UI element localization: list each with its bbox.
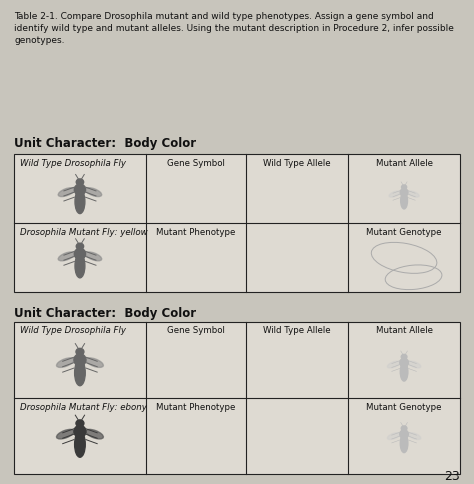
Text: Wild Type Allele: Wild Type Allele	[264, 159, 331, 168]
Ellipse shape	[400, 359, 409, 367]
Ellipse shape	[76, 348, 84, 355]
Text: Mutant Genotype: Mutant Genotype	[366, 228, 442, 237]
Text: Wild Type Drosophila Fly: Wild Type Drosophila Fly	[20, 326, 126, 335]
Text: Mutant Phenotype: Mutant Phenotype	[156, 402, 236, 411]
Ellipse shape	[56, 358, 74, 368]
Text: Gene Symbol: Gene Symbol	[167, 326, 225, 335]
Ellipse shape	[75, 255, 85, 278]
Text: Drosophila Mutant Fly: yellow: Drosophila Mutant Fly: yellow	[20, 228, 147, 237]
Ellipse shape	[400, 189, 408, 197]
Ellipse shape	[86, 358, 103, 368]
Ellipse shape	[401, 426, 407, 431]
Ellipse shape	[400, 434, 408, 453]
Ellipse shape	[58, 188, 74, 197]
Ellipse shape	[408, 192, 419, 198]
Ellipse shape	[74, 249, 85, 260]
Ellipse shape	[74, 184, 85, 196]
Ellipse shape	[387, 362, 400, 368]
Bar	[14, 155, 460, 293]
Ellipse shape	[408, 433, 421, 439]
Ellipse shape	[400, 363, 408, 381]
Ellipse shape	[76, 180, 83, 186]
Text: Mutant Phenotype: Mutant Phenotype	[156, 228, 236, 237]
Text: Wild Type Drosophila Fly: Wild Type Drosophila Fly	[20, 159, 126, 168]
Ellipse shape	[401, 355, 407, 360]
Ellipse shape	[401, 193, 408, 210]
Ellipse shape	[56, 429, 74, 439]
Text: 23: 23	[444, 469, 460, 482]
Ellipse shape	[408, 362, 421, 368]
Ellipse shape	[401, 185, 407, 190]
Ellipse shape	[85, 188, 102, 197]
Text: Mutant Allele: Mutant Allele	[375, 326, 433, 335]
Ellipse shape	[74, 425, 86, 438]
Ellipse shape	[389, 192, 401, 198]
Text: Mutant Genotype: Mutant Genotype	[366, 402, 442, 411]
Bar	[14, 322, 460, 474]
Text: Unit Character:  Body Color: Unit Character: Body Color	[14, 306, 196, 319]
Text: Mutant Allele: Mutant Allele	[375, 159, 433, 168]
Text: Drosophila Mutant Fly: ebony: Drosophila Mutant Fly: ebony	[20, 402, 147, 411]
Text: Gene Symbol: Gene Symbol	[167, 159, 225, 168]
Text: Table 2-1. Compare Drosophila mutant and wild type phenotypes. Assign a gene sym: Table 2-1. Compare Drosophila mutant and…	[14, 12, 454, 45]
Text: Unit Character:  Body Color: Unit Character: Body Color	[14, 136, 196, 150]
Ellipse shape	[400, 430, 409, 439]
Ellipse shape	[58, 253, 74, 261]
Ellipse shape	[75, 190, 85, 214]
Ellipse shape	[74, 354, 86, 366]
Text: Wild Type Allele: Wild Type Allele	[264, 326, 331, 335]
Ellipse shape	[387, 433, 400, 439]
Ellipse shape	[85, 253, 102, 261]
Ellipse shape	[74, 432, 85, 457]
Ellipse shape	[76, 420, 84, 427]
Ellipse shape	[86, 429, 103, 439]
Ellipse shape	[74, 360, 85, 386]
Ellipse shape	[76, 243, 83, 250]
